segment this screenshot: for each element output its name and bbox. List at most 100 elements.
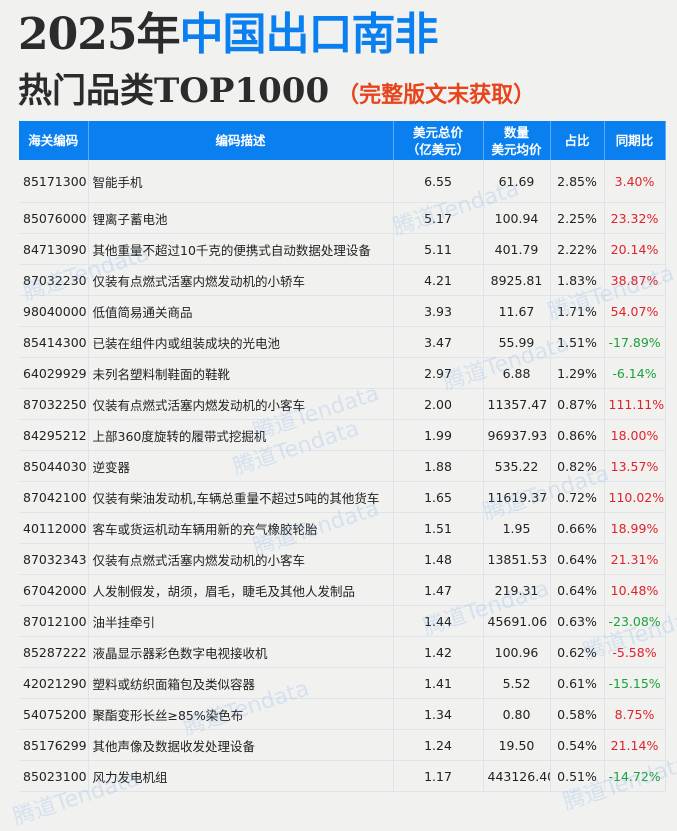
cell-price: 96937.93 [483,419,551,451]
subtitle-text: 热门品类TOP1000 [18,71,330,111]
cell-share: 0.82% [550,450,605,482]
table-row: 87042100 仅装有柴油发动机,车辆总重量不超过5吨的其他货车 1.65 1161… [19,481,666,513]
cell-desc: 其他重量不超过10千克的便携式自动数据处理设备 [88,233,394,265]
table-row: 85171300 智能手机 6.55 61.69 2.85% 3.40% [19,160,666,203]
cell-code: 87042100 [19,481,89,513]
title-highlight: 中国出口南非 [179,9,438,60]
cell-price: 19.50 [483,729,551,761]
cell-yoy: 10.48% [604,574,666,606]
cell-price: 100.94 [483,202,551,234]
table-row: 40112000 客车或货运机动车辆用新的充气橡胶轮胎 1.51 1.95 0.66% 1… [19,512,666,544]
cell-price: 13851.53 [483,543,551,575]
cell-code: 87012100 [19,605,89,637]
cell-code: 54075200 [19,698,89,730]
cell-price: 219.31 [483,574,551,606]
cell-code: 64029929 [19,357,89,389]
cell-desc: 液晶显示器彩色数字电视接收机 [88,636,394,668]
cell-code: 85044030 [19,450,89,482]
table-row: 84713090 其他重量不超过10千克的便携式自动数据处理设备 5.11 401.7… [19,233,666,265]
cell-price: 61.69 [483,160,551,203]
cell-desc: 仅装有柴油发动机,车辆总重量不超过5吨的其他货车 [88,481,394,513]
cell-desc: 油半挂牵引 [88,605,394,637]
cell-share: 0.61% [550,667,605,699]
cell-total: 3.93 [393,295,484,327]
subtitle-note: （完整版文末获取） [337,82,536,108]
cell-price: 6.88 [483,357,551,389]
cell-yoy: 18.00% [604,419,666,451]
cell-desc: 未列名塑料制鞋面的鞋靴 [88,357,394,389]
table-row: 87032250 仅装有点燃式活塞内燃发动机的小客车 2.00 11357.47 0.8… [19,388,666,420]
table-row: 64029929 未列名塑料制鞋面的鞋靴 2.97 6.88 1.29% -6.14% [19,357,666,389]
cell-total: 1.17 [393,760,484,792]
cell-yoy: 8.75% [604,698,666,730]
header-desc: 编码描述 [88,121,394,160]
table-row: 85044030 逆变器 1.88 535.22 0.82% 13.57% [19,450,666,482]
cell-desc: 客车或货运机动车辆用新的充气橡胶轮胎 [88,512,394,544]
cell-total: 1.24 [393,729,484,761]
cell-total: 5.17 [393,202,484,234]
cell-share: 0.58% [550,698,605,730]
cell-price: 1.95 [483,512,551,544]
cell-price: 100.96 [483,636,551,668]
cell-code: 98040000 [19,295,89,327]
cell-desc: 风力发电机组 [88,760,394,792]
cell-desc: 低值简易通关商品 [88,295,394,327]
cell-yoy: -15.15% [604,667,666,699]
cell-yoy: 3.40% [604,160,666,203]
cell-total: 3.47 [393,326,484,358]
table-row: 54075200 聚酯变形长丝≥85%染色布 1.34 0.80 0.58% 8.75% [19,698,666,730]
cell-code: 85076000 [19,202,89,234]
cell-code: 85171300 [19,160,89,203]
table-row: 87032230 仅装有点燃式活塞内燃发动机的小轿车 4.21 8925.81 1.83… [19,264,666,296]
cell-code: 85287222 [19,636,89,668]
cell-price: 8925.81 [483,264,551,296]
cell-yoy: -17.89% [604,326,666,358]
cell-yoy: 18.99% [604,512,666,544]
cell-total: 1.47 [393,574,484,606]
cell-desc: 人发制假发，胡须，眉毛，睫毛及其他人发制品 [88,574,394,606]
cell-desc: 其他声像及数据收发处理设备 [88,729,394,761]
table-row: 85023100 风力发电机组 1.17 443126.40 0.51% -14.72% [19,760,666,792]
table-row: 85287222 液晶显示器彩色数字电视接收机 1.42 100.96 0.62% -5.… [19,636,666,668]
cell-code: 42021290 [19,667,89,699]
cell-price: 535.22 [483,450,551,482]
cell-desc: 仅装有点燃式活塞内燃发动机的小客车 [88,388,394,420]
cell-code: 85176299 [19,729,89,761]
cell-total: 1.99 [393,419,484,451]
cell-code: 84295212 [19,419,89,451]
cell-share: 0.63% [550,605,605,637]
table-row: 85414300 已装在组件内或组装成块的光电池 3.47 55.99 1.51% -17… [19,326,666,358]
cell-price: 401.79 [483,233,551,265]
cell-share: 1.83% [550,264,605,296]
cell-total: 1.41 [393,667,484,699]
cell-price: 11619.37 [483,481,551,513]
cell-desc: 仅装有点燃式活塞内燃发动机的小客车 [88,543,394,575]
header-qty: 数量 美元均价 [483,121,551,160]
cell-total: 1.51 [393,512,484,544]
cell-total: 4.21 [393,264,484,296]
cell-price: 0.80 [483,698,551,730]
cell-total: 5.11 [393,233,484,265]
cell-desc: 逆变器 [88,450,394,482]
cell-yoy: 38.87% [604,264,666,296]
cell-yoy: -6.14% [604,357,666,389]
table-row: 67042000 人发制假发，胡须，眉毛，睫毛及其他人发制品 1.47 219.31 0… [19,574,666,606]
cell-share: 0.66% [550,512,605,544]
cell-code: 85023100 [19,760,89,792]
cell-price: 11.67 [483,295,551,327]
header-total: 美元总价 （亿美元） [393,121,484,160]
table-row: 85176299 其他声像及数据收发处理设备 1.24 19.50 0.54% 21.14… [19,729,666,761]
cell-share: 1.71% [550,295,605,327]
cell-total: 1.44 [393,605,484,637]
cell-code: 40112000 [19,512,89,544]
cell-code: 67042000 [19,574,89,606]
cell-price: 443126.40 [483,760,551,792]
cell-total: 2.00 [393,388,484,420]
table-header: 海关编码 编码描述 美元总价 （亿美元） 数量 美元均价 占比 同期比 [19,121,666,160]
cell-code: 87032230 [19,264,89,296]
cell-desc: 智能手机 [88,160,394,203]
cell-code: 87032250 [19,388,89,420]
cell-yoy: -14.72% [604,760,666,792]
table-row: 84295212 上部360度旋转的履带式挖掘机 1.99 96937.93 0.86%… [19,419,666,451]
cell-yoy: 54.07% [604,295,666,327]
